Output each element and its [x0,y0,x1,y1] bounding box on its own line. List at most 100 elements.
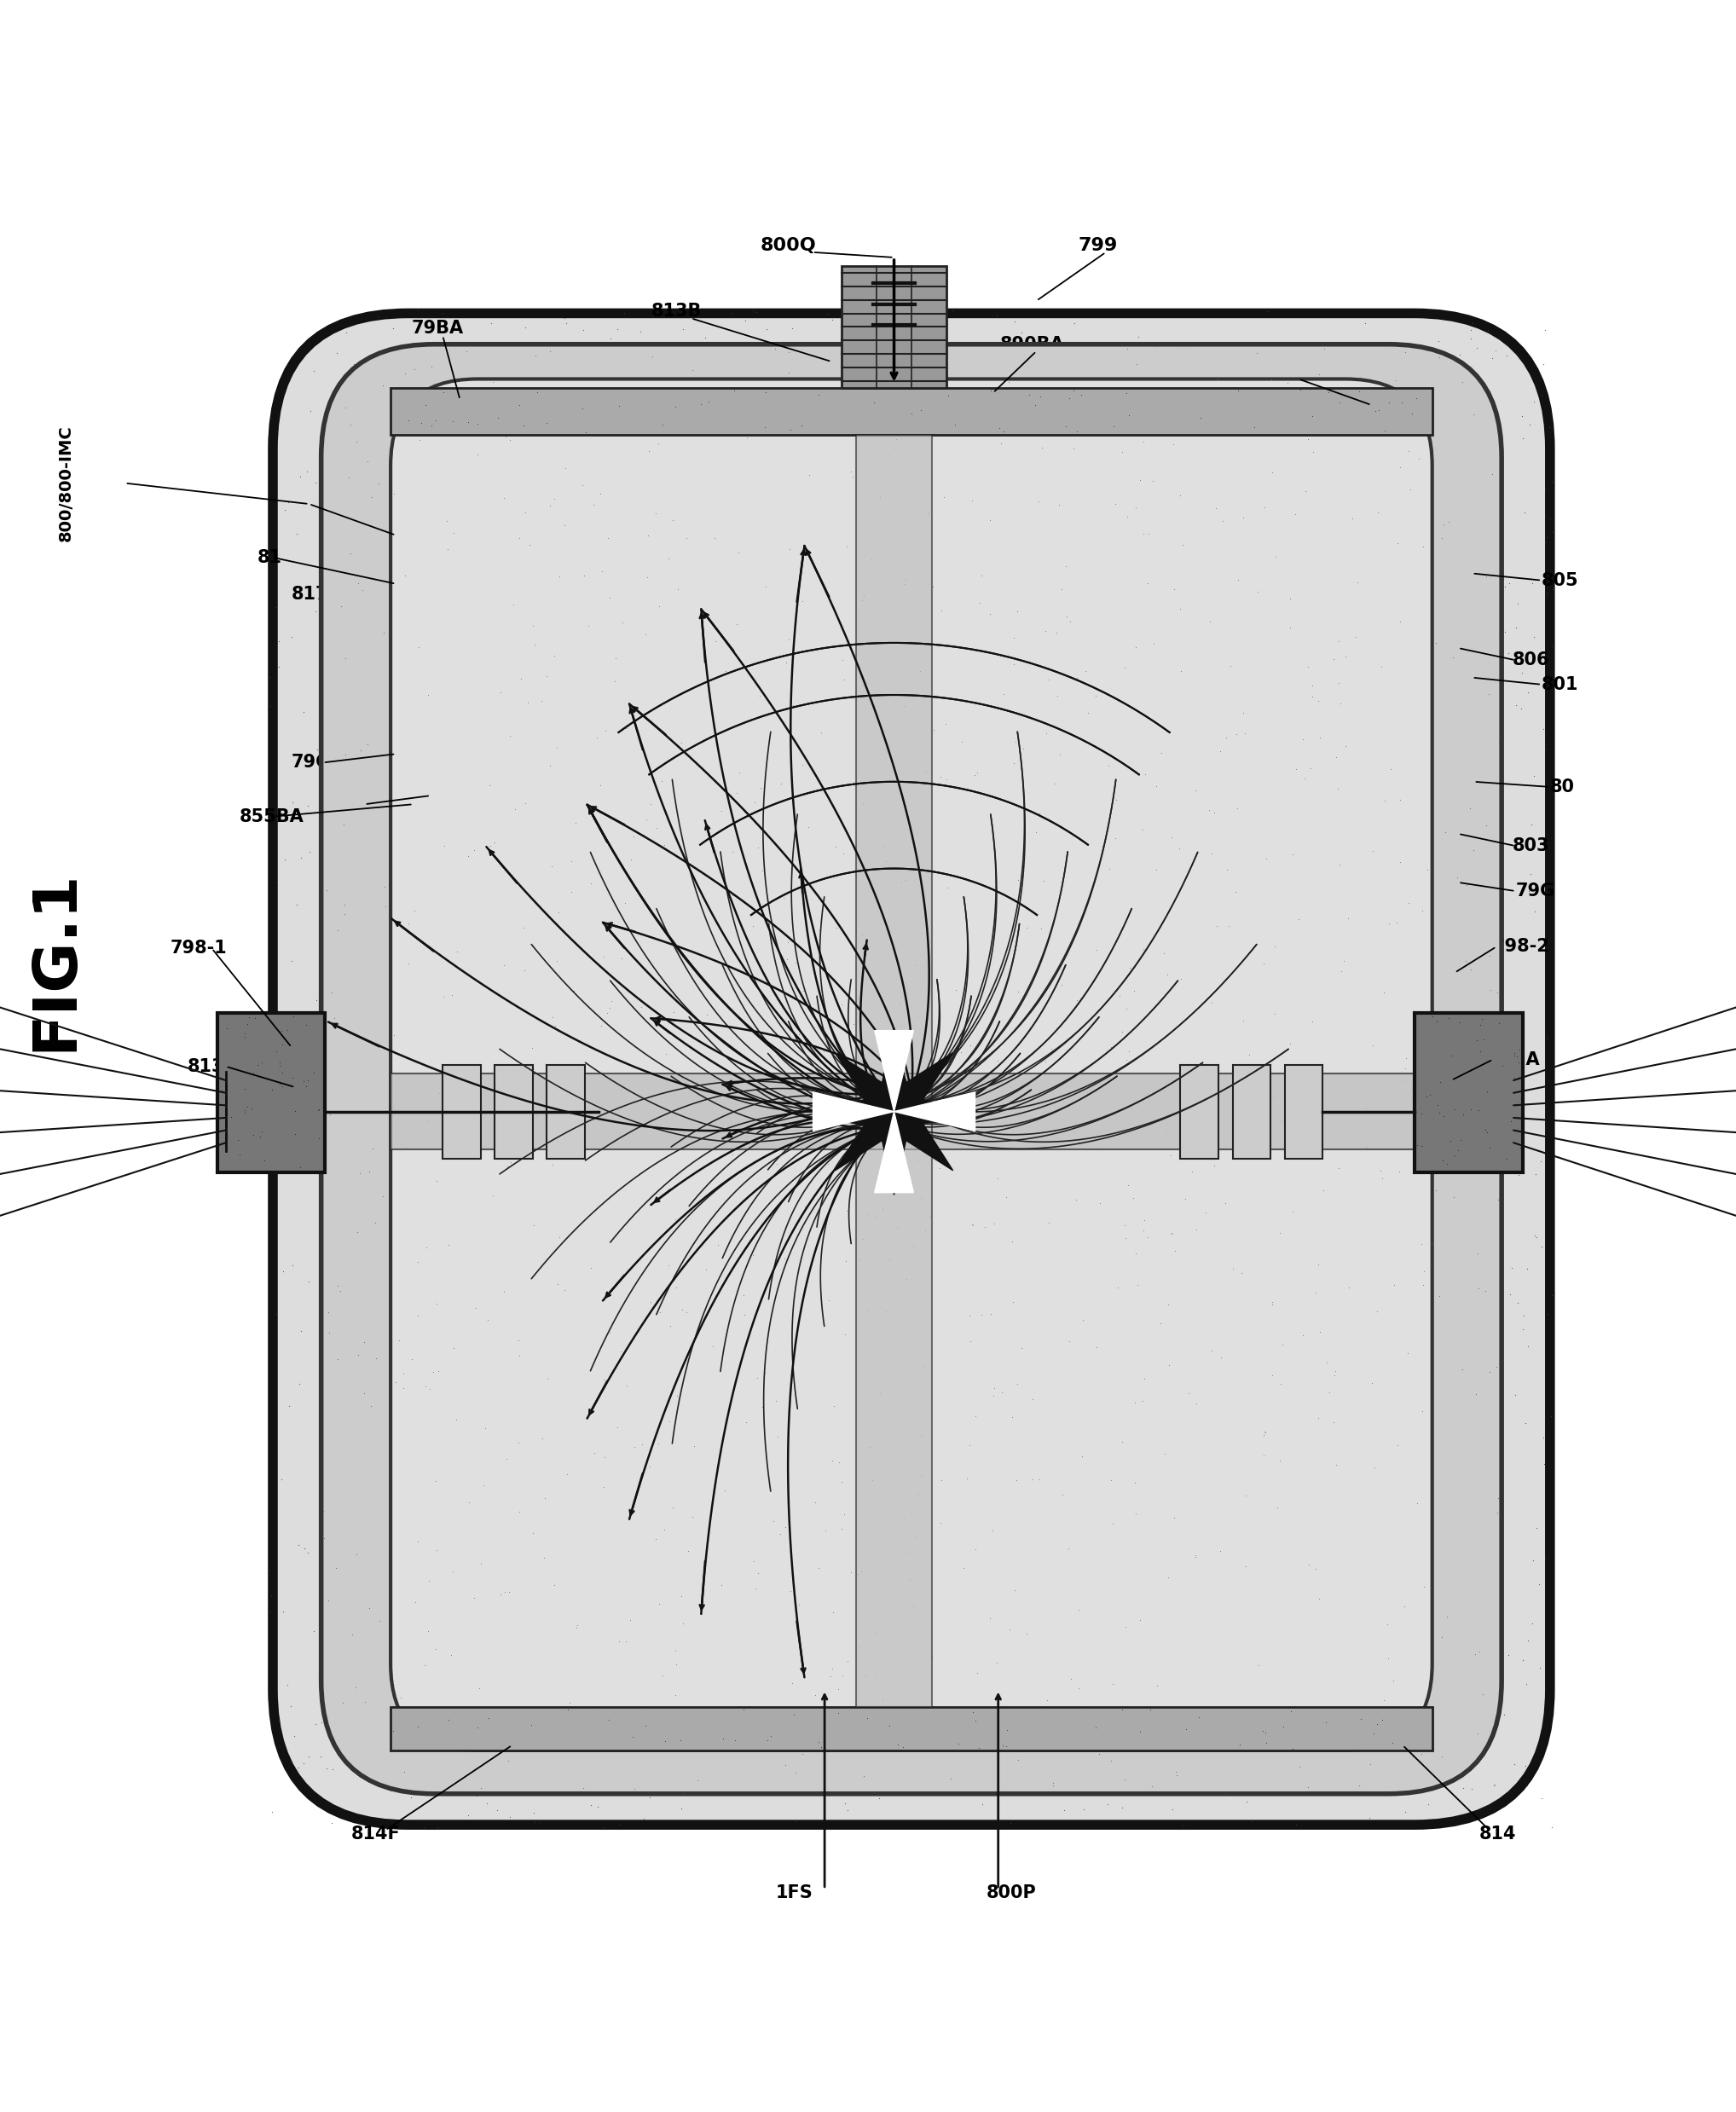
Point [750,1307,778,1341]
Point [892,961,920,995]
Point [391,1356,418,1390]
Point [776,1210,804,1244]
Point [455,1590,483,1624]
Point [910,448,937,482]
Point [1233,946,1260,980]
Point [611,1624,639,1658]
Point [1286,1168,1314,1202]
Point [1035,384,1062,418]
Point [1328,572,1356,606]
Point [705,1356,733,1390]
Point [979,1379,1007,1413]
Point [1408,750,1436,784]
Point [434,532,462,566]
Point [1127,845,1154,879]
Point [1507,1130,1535,1164]
Point [1470,1022,1498,1056]
Point [1109,667,1137,701]
Point [495,1233,523,1267]
Point [835,1354,863,1388]
Text: 81: 81 [257,549,281,566]
Point [991,1723,1019,1757]
Point [1087,1067,1115,1100]
Point [1422,591,1450,625]
Point [1250,492,1278,526]
Point [1316,942,1344,976]
Point [668,1607,696,1641]
Point [370,1607,398,1641]
Point [934,536,962,570]
Point [417,826,444,860]
Point [451,1176,479,1210]
Point [698,697,726,731]
Point [628,1337,656,1371]
Point [562,1255,590,1288]
Point [1062,414,1090,448]
Point [719,1723,746,1757]
Point [1019,1730,1047,1764]
Point [547,1527,575,1561]
Point [1227,819,1255,853]
Point [1047,885,1075,919]
Point [746,1504,774,1538]
Point [1281,703,1309,737]
Point [1278,980,1305,1014]
Point [1161,1233,1189,1267]
Point [1458,1035,1486,1069]
Point [981,1635,1009,1668]
Point [1246,1223,1274,1257]
Point [1064,1126,1092,1159]
Point [1055,1696,1083,1730]
Point [1345,355,1373,389]
Point [1483,608,1510,642]
Point [1137,661,1165,695]
Point [533,1557,561,1590]
Point [776,1550,804,1584]
Point [448,543,476,577]
Point [1439,720,1467,754]
Point [995,414,1023,448]
Point [318,965,345,999]
Point [1278,1726,1305,1759]
Point [856,1029,884,1062]
Point [429,1681,457,1715]
Point [387,501,415,534]
Point [632,617,660,650]
Point [1028,431,1055,465]
Point [892,1261,920,1295]
Bar [391,1073,1432,1149]
Point [899,1029,927,1062]
Point [1330,663,1358,697]
Point [740,294,767,327]
Point [510,1567,538,1601]
Point [590,566,618,600]
Point [771,819,799,853]
Point [1408,893,1436,927]
Point [549,1010,576,1043]
Point [559,410,587,444]
Point [740,1029,767,1062]
Point [1252,1715,1279,1749]
Point [611,1117,639,1151]
Point [1165,446,1193,479]
Point [920,1109,948,1143]
Point [1272,779,1300,813]
Point [1363,1134,1391,1168]
Point [1384,1428,1411,1462]
Point [545,661,573,695]
Point [1132,1227,1160,1261]
Point [1418,1149,1446,1183]
Point [809,1147,837,1181]
Point [495,1745,523,1778]
Point [1253,294,1281,327]
Point [687,830,715,864]
Point [1043,1660,1071,1694]
Point [1276,1421,1304,1455]
Point [1200,1149,1227,1183]
Point [658,919,686,953]
Point [1495,566,1522,600]
Point [1347,1240,1375,1274]
Point [1352,1092,1380,1126]
Point [1279,1195,1307,1229]
Point [1397,1628,1425,1662]
